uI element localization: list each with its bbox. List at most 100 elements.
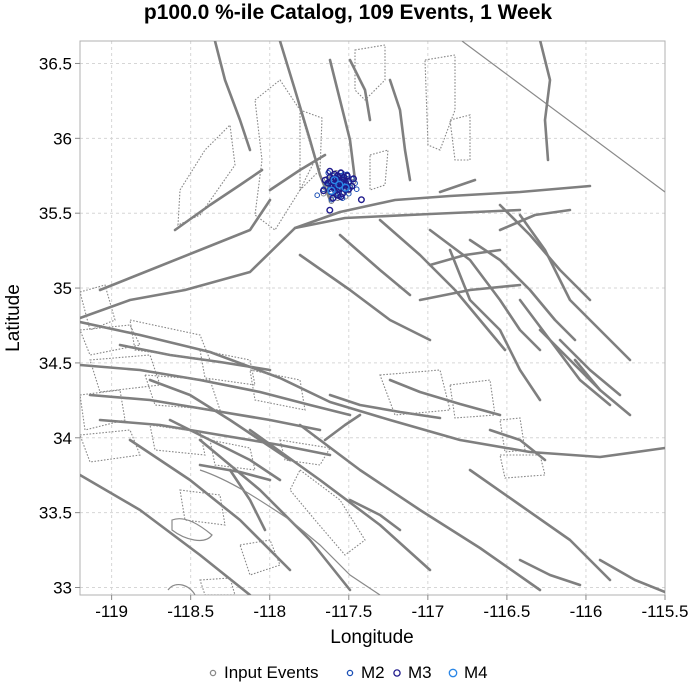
y-tick-label: 34.5 bbox=[39, 354, 72, 373]
data-point-m3 bbox=[326, 167, 334, 175]
legend-marker bbox=[346, 669, 354, 677]
fault-trace bbox=[80, 184, 592, 320]
y-tick-label: 35 bbox=[53, 279, 72, 298]
fault-trace bbox=[80, 473, 252, 595]
y-axis: 33 33.5 34 34.5 35 35.5 36 36.5 bbox=[39, 54, 80, 598]
fault-surface bbox=[239, 539, 281, 576]
x-tick-label: -118 bbox=[253, 602, 286, 621]
fault-trace bbox=[388, 378, 502, 417]
data-point-m2 bbox=[328, 196, 335, 203]
fault-trace bbox=[98, 418, 332, 457]
fault-trace bbox=[298, 253, 432, 342]
scatter-points bbox=[314, 167, 365, 214]
data-point-m3 bbox=[329, 175, 337, 183]
y-axis-label: Latitude bbox=[3, 284, 24, 352]
fault-trace bbox=[538, 41, 552, 162]
fault-surface bbox=[289, 469, 366, 556]
data-point-m3 bbox=[329, 194, 337, 202]
x-tick-label: -116.5 bbox=[483, 602, 530, 621]
fault-surface bbox=[80, 389, 126, 431]
fault-trace bbox=[468, 468, 612, 582]
x-tick-label: -118.5 bbox=[167, 602, 214, 621]
fault-trace bbox=[198, 463, 272, 482]
fault-trace bbox=[518, 213, 632, 362]
data-point-m2 bbox=[314, 192, 321, 198]
fault-trace bbox=[148, 378, 292, 462]
fault-trace bbox=[498, 208, 572, 232]
fault-trace bbox=[461, 41, 665, 193]
fault-trace bbox=[323, 413, 362, 442]
data-point-m3 bbox=[321, 176, 329, 184]
fault-trace bbox=[98, 198, 272, 292]
fault-trace bbox=[278, 41, 332, 202]
fault-trace bbox=[428, 248, 502, 267]
fault-trace bbox=[388, 78, 412, 182]
fault-trace bbox=[438, 178, 477, 194]
fault-trace bbox=[213, 41, 252, 152]
data-point-m3 bbox=[350, 175, 358, 183]
fault-trace bbox=[268, 153, 327, 192]
x-axis: -119 -118.5 -118 -117.5 -117 -116.5 -116 -115.5 bbox=[95, 595, 688, 621]
fault-trace bbox=[448, 248, 542, 402]
fault-trace bbox=[558, 338, 622, 397]
y-tick-label: 36.5 bbox=[39, 54, 72, 73]
fault-trace bbox=[173, 168, 264, 232]
y-tick-label: 33 bbox=[53, 579, 72, 598]
fault-trace bbox=[598, 558, 665, 594]
data-point-m2 bbox=[353, 186, 360, 192]
fault-surface bbox=[354, 44, 386, 101]
fault-trace bbox=[88, 393, 322, 432]
legend-marker bbox=[448, 668, 458, 678]
fault-surface bbox=[80, 324, 141, 356]
fault-trace bbox=[518, 298, 612, 407]
fault-trace bbox=[348, 498, 402, 532]
chart-title: p100.0 %-ile Catalog, 109 Events, 1 Week bbox=[144, 1, 552, 24]
fault-surface bbox=[379, 369, 451, 416]
fault-surface bbox=[279, 439, 331, 466]
fault-trace bbox=[80, 320, 665, 459]
fault-surface bbox=[179, 489, 226, 526]
fault-surface bbox=[209, 439, 256, 471]
x-tick-label: -116 bbox=[570, 602, 603, 621]
fault-surface bbox=[149, 424, 206, 456]
legend: Input Events M2 M3 M4 bbox=[209, 663, 488, 682]
fault-trace bbox=[128, 438, 292, 572]
data-point-m3 bbox=[332, 181, 340, 189]
fault-trace bbox=[418, 283, 522, 302]
fault-trace bbox=[298, 423, 542, 592]
data-point-m3 bbox=[320, 187, 328, 195]
x-tick-label: -117 bbox=[411, 602, 444, 621]
legend-label: M3 bbox=[408, 663, 432, 682]
x-tick-label: -119 bbox=[95, 602, 128, 621]
y-tick-label: 36 bbox=[53, 129, 72, 148]
fault-surface bbox=[499, 417, 526, 453]
legend-label: M4 bbox=[464, 663, 488, 682]
fault-surface bbox=[449, 114, 471, 161]
fault-trace bbox=[80, 363, 352, 417]
fault-trace bbox=[293, 208, 522, 230]
fault-surface bbox=[80, 284, 116, 331]
fault-trace bbox=[328, 393, 442, 420]
legend-label: Input Events bbox=[224, 663, 319, 682]
y-tick-label: 33.5 bbox=[39, 504, 72, 523]
fault-surface bbox=[144, 374, 221, 411]
x-tick-label: -115.5 bbox=[642, 602, 689, 621]
fault-trace bbox=[168, 418, 282, 482]
fault-surface bbox=[449, 379, 496, 419]
legend-label: M2 bbox=[361, 663, 385, 682]
fault-surface bbox=[89, 354, 161, 393]
data-point-m3 bbox=[357, 196, 365, 204]
legend-marker bbox=[209, 669, 217, 677]
y-tick-label: 35.5 bbox=[39, 204, 72, 223]
fault-trace bbox=[488, 428, 547, 462]
fault-surface bbox=[177, 123, 236, 226]
fault-trace bbox=[573, 358, 632, 417]
fault-trace bbox=[348, 58, 372, 122]
data-point-m4 bbox=[341, 183, 350, 192]
legend-marker bbox=[393, 669, 401, 677]
coastline bbox=[199, 469, 381, 595]
coastline bbox=[167, 583, 196, 595]
data-point-m4 bbox=[327, 186, 336, 195]
fault-surface bbox=[424, 54, 456, 151]
